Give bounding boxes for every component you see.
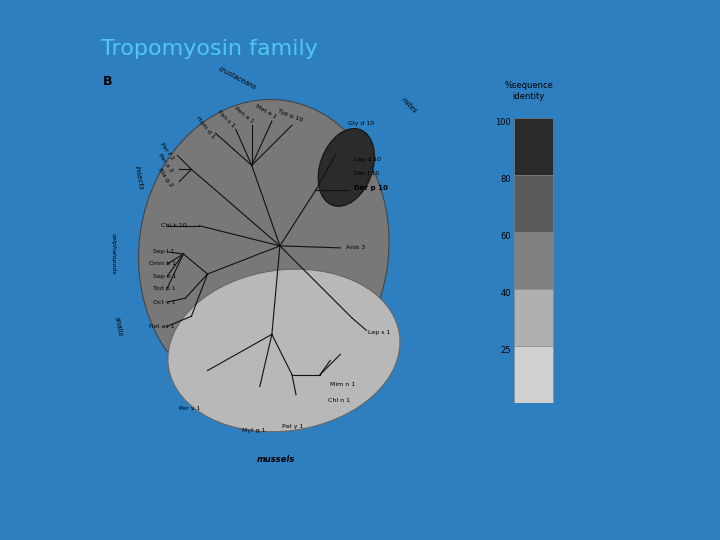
Text: 60: 60 [500, 232, 511, 241]
Text: Per v 1: Per v 1 [179, 406, 201, 411]
Text: Chi k 10: Chi k 10 [161, 223, 187, 228]
Text: Der p 10: Der p 10 [354, 185, 388, 191]
Text: Gly d 10: Gly d 10 [348, 120, 374, 126]
Text: Per a 2: Per a 2 [157, 153, 174, 174]
Text: celphalopods: celphalopods [110, 233, 115, 275]
Bar [514, 289, 553, 346]
Ellipse shape [168, 269, 400, 432]
Text: Lep s 1: Lep s 1 [369, 330, 391, 335]
Bar [514, 346, 553, 403]
Text: Tod p 1: Tod p 1 [153, 286, 176, 291]
Bar [514, 175, 553, 232]
Text: Myt g 1: Myt g 1 [242, 428, 265, 434]
Text: Der f 10: Der f 10 [354, 171, 379, 176]
Text: B: B [103, 75, 112, 88]
Text: Pen a 1: Pen a 1 [233, 106, 254, 124]
Text: Pan s 1: Pan s 1 [216, 110, 235, 129]
Bar [514, 118, 553, 175]
Text: Hom d 1: Hom d 1 [195, 115, 216, 139]
Text: 100: 100 [495, 118, 511, 127]
Ellipse shape [318, 129, 374, 206]
Text: Lep d 10: Lep d 10 [354, 157, 382, 162]
Text: 25: 25 [500, 346, 511, 355]
Text: Bla g 2: Bla g 2 [157, 167, 174, 188]
Text: mites: mites [400, 96, 418, 114]
Text: insects: insects [134, 165, 144, 190]
Bar [514, 232, 553, 289]
Text: snails: snails [114, 316, 124, 336]
Text: crustaceans: crustaceans [217, 66, 258, 91]
Text: Per f 2: Per f 2 [160, 141, 175, 161]
Text: Hel as 1: Hel as 1 [149, 324, 174, 329]
Text: Sep e 1: Sep e 1 [153, 274, 176, 279]
Text: mussels: mussels [257, 455, 295, 463]
Text: Oct v 1: Oct v 1 [153, 300, 176, 305]
Text: Mim n 1: Mim n 1 [330, 382, 355, 387]
Text: 40: 40 [500, 289, 511, 298]
Text: Sep l 1: Sep l 1 [153, 249, 174, 254]
Text: Chl n 1: Chl n 1 [328, 398, 350, 403]
Text: 80: 80 [500, 175, 511, 184]
Text: Tropomyosin family: Tropomyosin family [101, 38, 318, 59]
Ellipse shape [138, 99, 389, 400]
Text: Pat y 1: Pat y 1 [282, 424, 303, 429]
Text: Met e 1: Met e 1 [254, 103, 277, 119]
Text: %sequence
identity: %sequence identity [504, 82, 553, 101]
Text: Anis 3: Anis 3 [346, 245, 366, 251]
Text: Omn b 1: Omn b 1 [149, 261, 176, 266]
Text: Typ p 10: Typ p 10 [276, 108, 303, 123]
